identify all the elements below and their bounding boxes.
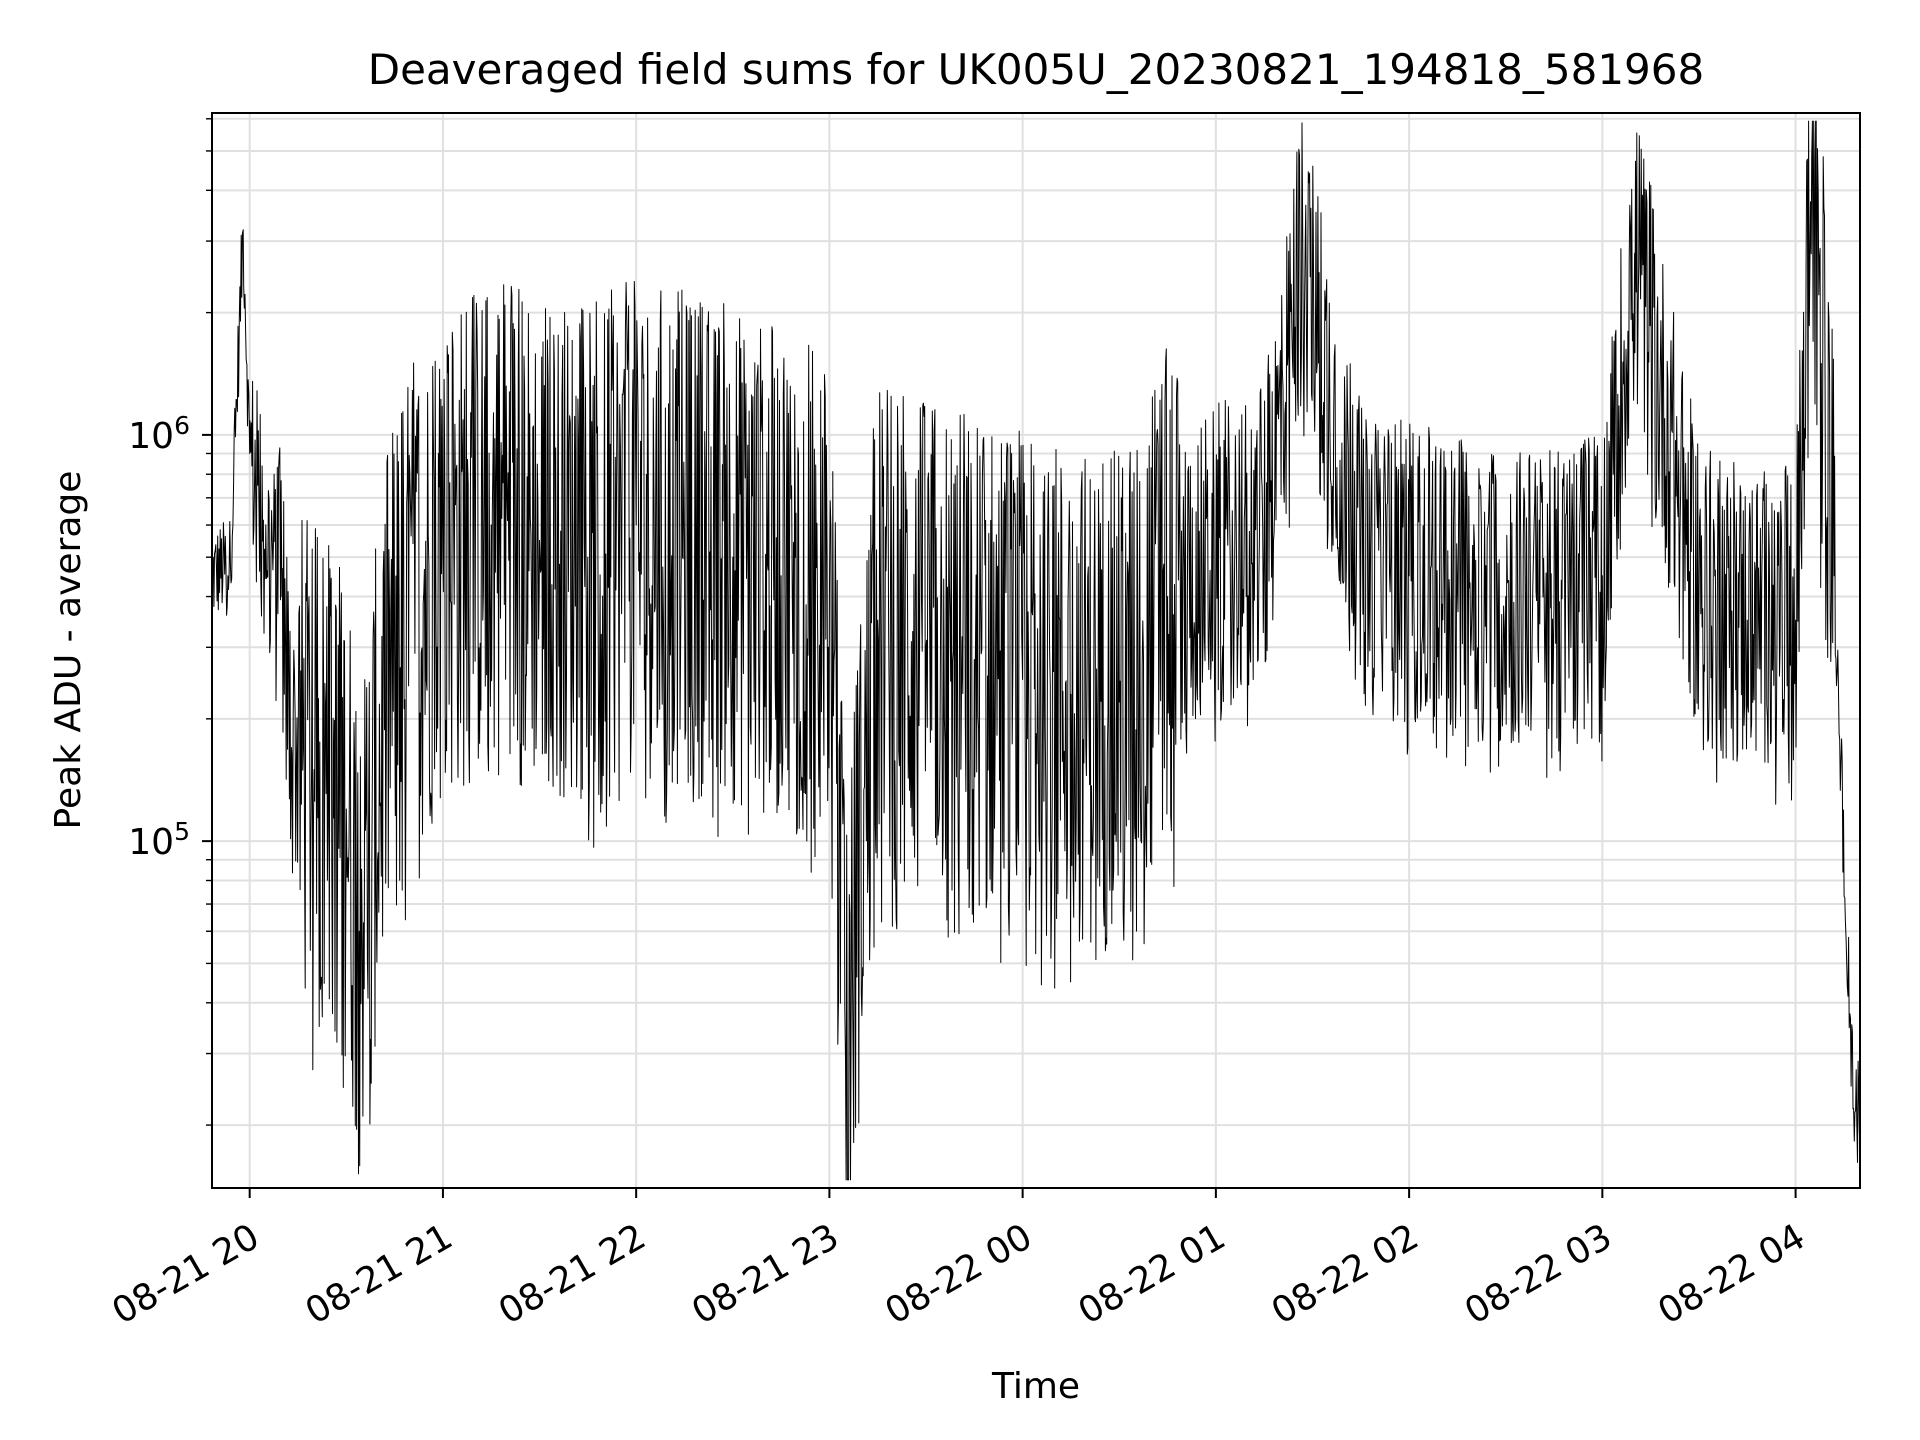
x-axis-label: Time bbox=[991, 1366, 1080, 1407]
grid bbox=[212, 113, 1860, 1188]
y-axis-label: Peak ADU - average bbox=[48, 471, 89, 830]
series-line bbox=[211, 120, 1861, 1181]
chart-title: Deaveraged field sums for UK005U_2023082… bbox=[368, 45, 1704, 94]
plot-frame bbox=[211, 112, 1861, 1189]
